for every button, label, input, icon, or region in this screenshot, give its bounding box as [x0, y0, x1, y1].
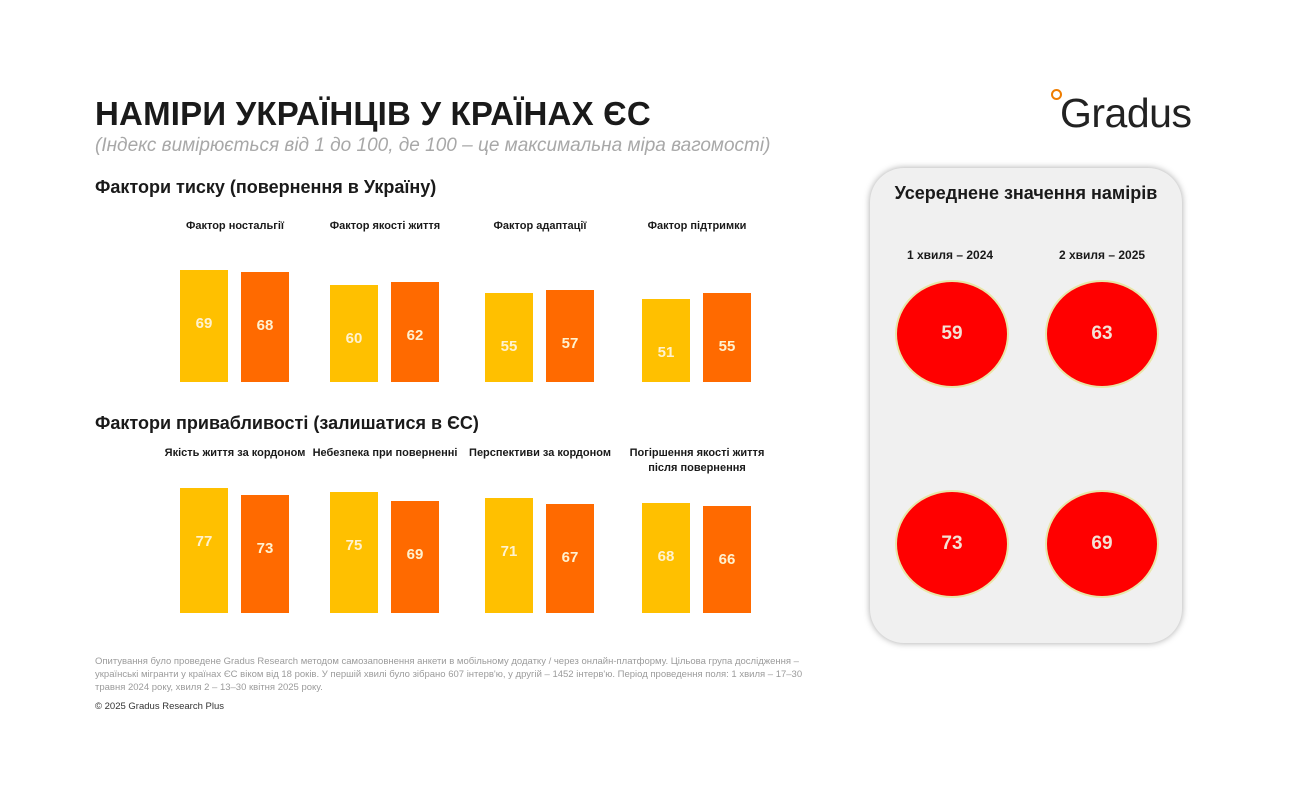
bar-value-label: 68	[256, 316, 274, 334]
bar-wave2	[546, 504, 594, 613]
bar-value-label: 69	[195, 315, 213, 333]
attraction-wave2-circle: 69	[1047, 492, 1157, 596]
bar-group: Фактор якості життя 60 62	[305, 219, 465, 382]
methodology-note: Опитування було проведене Gradus Researc…	[95, 656, 803, 693]
bar-wave2	[703, 292, 751, 382]
bar-group: Фактор підтримки 51 55	[617, 219, 777, 382]
bar-wave1	[642, 299, 690, 382]
bar-group: Фактор ностальгії 69 68	[155, 219, 315, 382]
summary-title: Усереднене значення намірів	[894, 183, 1158, 203]
bar-wave2	[546, 289, 594, 382]
wave1-label: 1 хвиля – 2024	[906, 248, 994, 262]
bar-wave1	[180, 270, 228, 382]
bar-value-label: 51	[657, 344, 675, 362]
bar-wave2	[391, 501, 439, 613]
bar-wave1	[642, 502, 690, 613]
bar-value-label: 73	[256, 539, 274, 557]
bar-value-label: 66	[718, 551, 736, 569]
bar-value-label: 60	[345, 329, 363, 347]
bar-wave1	[180, 488, 228, 613]
page-title: НАМІРИ УКРАЇНЦІВ У КРАЇНАХ ЄС	[95, 95, 651, 132]
bar-value-label: 55	[500, 337, 518, 355]
attraction-section-title: Фактори привабливості (залишатися в ЄС)	[95, 413, 479, 433]
category-label: Фактор якості життя	[329, 220, 441, 232]
page-subtitle: (Індекс вимірюється від 1 до 100, де 100…	[95, 135, 771, 156]
wave2-label: 2 хвиля – 2025	[1058, 248, 1146, 262]
logo-text: Gradus	[1060, 90, 1192, 136]
bar-wave2	[241, 494, 289, 613]
bar-group: Небезпека при поверненні 75 69	[305, 446, 465, 613]
gradus-logo: Gradus	[1050, 82, 1220, 142]
bar-value-label: 57	[561, 334, 579, 352]
bar-value-label: 62	[406, 326, 424, 344]
bar-wave1	[330, 491, 378, 613]
category-label: Якість життя за кордоном	[164, 447, 306, 459]
pressure-wave1-circle: 59	[897, 282, 1007, 386]
bar-value-label: 68	[657, 547, 675, 565]
bar-value-label: 69	[406, 546, 424, 564]
bar-wave1	[330, 284, 378, 382]
summary-panel: Усереднене значення намірів 1 хвиля – 20…	[870, 168, 1182, 643]
copyright: © 2025 Gradus Research Plus	[95, 701, 224, 712]
bar-value-label: 71	[500, 542, 518, 560]
bar-group: Якість життя за кордоном 77 73	[155, 446, 315, 613]
pressure-section-title: Фактори тиску (повернення в Україну)	[95, 177, 437, 197]
bar-value-label: 67	[561, 549, 579, 567]
bar-group: Фактор адаптації 55 57	[460, 219, 620, 382]
category-label: Перспективи за кордоном	[469, 447, 611, 459]
bar-value-label: 75	[345, 536, 363, 554]
attraction-wave1-circle: 73	[897, 492, 1007, 596]
bar-wave2	[703, 506, 751, 613]
bar-value-label: 55	[718, 337, 736, 355]
bar-group: Перспективи за кордоном 71 67	[460, 446, 620, 613]
logo-dot-icon	[1051, 89, 1062, 100]
category-label: Небезпека при поверненні	[312, 447, 458, 459]
category-label: Фактор ностальгії	[185, 220, 285, 232]
bar-group: Погіршення якості життя після повернення…	[617, 446, 777, 613]
category-label: Погіршення якості життя після повернення	[629, 447, 765, 474]
category-label: Фактор підтримки	[647, 220, 747, 232]
bar-wave1	[485, 497, 533, 613]
bar-value-label: 77	[195, 533, 213, 551]
pressure-wave2-circle: 63	[1047, 282, 1157, 386]
bar-wave2	[241, 271, 289, 382]
category-label: Фактор адаптації	[493, 220, 587, 232]
bar-wave2	[391, 281, 439, 382]
bar-wave1	[485, 292, 533, 382]
